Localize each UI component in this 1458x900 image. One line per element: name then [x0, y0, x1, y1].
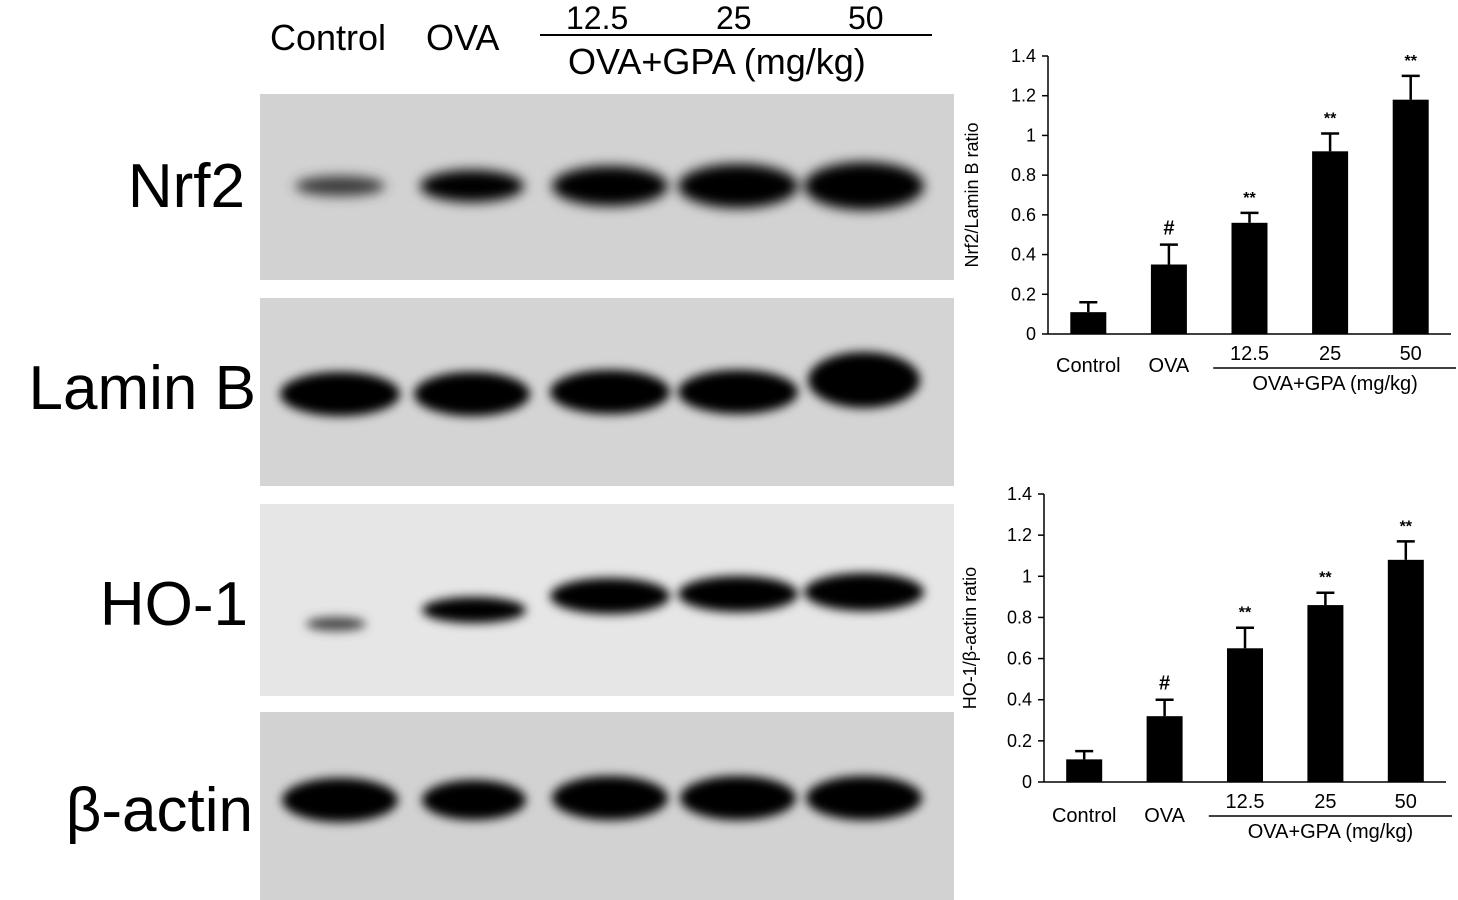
chart-0-significance-1: # [1163, 218, 1174, 240]
band-dose-1 [550, 370, 670, 414]
band-control [306, 617, 366, 631]
band-dose-2 [680, 776, 796, 820]
chart-0-x-tick-label-3: 25 [1319, 343, 1341, 365]
chart-0-significance-3: ** [1324, 110, 1337, 127]
chart-0-y-tick-label: 0.6 [1011, 205, 1036, 225]
chart-1-y-tick-label: 0.8 [1007, 607, 1032, 627]
chart-ho-1: 0 0.2 0.4 0.6 0.8 1 1.2 1.4 HO-1/β-actin ratio Co… [956, 480, 1456, 850]
chart-0-x-tick-label-0: Control [1056, 355, 1120, 377]
band-control [282, 778, 398, 822]
blot-label-lamin-b: Lamin B [28, 354, 256, 423]
band-dose-3 [806, 776, 922, 820]
chart-1-x-tick-label-4: 50 [1395, 791, 1417, 813]
band-control [295, 176, 385, 196]
chart-1-bar-4 [1387, 559, 1424, 782]
chart-1-bar-2 [1227, 648, 1263, 782]
chart-1-bar-3 [1307, 605, 1344, 782]
chart-0-bar-3 [1312, 151, 1349, 334]
blot-label-ho-1: HO-1 [99, 570, 248, 639]
dose-group-label: OVA+GPA (mg/kg) [568, 41, 866, 82]
chart-1-x-tick-label-1: OVA [1144, 805, 1185, 827]
band-ova [422, 780, 526, 820]
band-dose-2 [678, 576, 798, 612]
band-dose-1 [552, 166, 668, 206]
chart-1-significance-1: # [1159, 673, 1170, 695]
chart-1-y-tick-label: 1.4 [1007, 484, 1032, 504]
blot-label-nrf2: Nrf2 [127, 152, 245, 221]
chart-0-group-label: OVA+GPA (mg/kg) [1252, 373, 1417, 395]
chart-0-bar-2 [1231, 222, 1268, 334]
chart-1-y-tick-label: 0.6 [1007, 649, 1032, 669]
band-ova [414, 372, 530, 416]
chart-1-y-axis-label: HO-1/β-actin ratio [960, 567, 980, 709]
blot-label-beta-actin: β-actin [65, 776, 253, 845]
chart-0-y-tick-label: 1.2 [1011, 86, 1036, 106]
lane-label-control: Control [270, 17, 387, 58]
band-dose-3 [804, 573, 924, 611]
chart-1-bar-0 [1066, 759, 1103, 782]
chart-1-y-tick-label: 0 [1022, 772, 1032, 792]
chart-0-y-tick-label: 0.2 [1011, 284, 1036, 304]
chart-0-y-axis-label: Nrf2/Lamin B ratio [962, 122, 982, 267]
chart-0-bar-0 [1070, 312, 1107, 334]
chart-0-y-tick-label: 1 [1026, 125, 1036, 145]
blot-panel-nrf2 [260, 94, 954, 280]
dose-group-line [540, 34, 932, 36]
lane-label-ova: OVA [426, 17, 500, 58]
chart-0-y-tick-label: 0 [1026, 324, 1036, 344]
chart-1-significance-3: ** [1319, 570, 1332, 587]
chart-1-y-tick-label: 0.2 [1007, 731, 1032, 751]
chart-0-y-tick-label: 0.4 [1011, 245, 1036, 265]
chart-0-x-tick-label-2: 12.5 [1230, 343, 1269, 365]
chart-1-y-tick-label: 1.2 [1007, 525, 1032, 545]
band-ova [420, 170, 524, 202]
blot-panel-lamin-b [260, 298, 954, 486]
chart-1-bar-1 [1146, 716, 1183, 782]
chart-1-x-tick-label-0: Control [1052, 805, 1116, 827]
band-dose-2 [678, 370, 798, 414]
chart-nrf2-svg: 0 0.2 0.4 0.6 0.8 1 1.2 1.4 Nrf2/Lamin B ratio Co… [962, 46, 1457, 395]
chart-1-x-tick-label-3: 25 [1314, 791, 1336, 813]
chart-ho-1-svg: 0 0.2 0.4 0.6 0.8 1 1.2 1.4 HO-1/β-actin ratio Co… [960, 484, 1452, 843]
blot-panel-beta-actin [260, 712, 954, 900]
chart-0-x-tick-label-4: 50 [1400, 343, 1422, 365]
chart-0-significance-2: ** [1243, 190, 1256, 207]
chart-1-y-tick-label: 1 [1022, 566, 1032, 586]
band-dose-2 [678, 164, 798, 208]
chart-1-group-label: OVA+GPA (mg/kg) [1248, 821, 1413, 843]
chart-1-significance-2: ** [1239, 605, 1252, 622]
chart-0-significance-4: ** [1404, 53, 1417, 70]
chart-1-significance-4: ** [1400, 518, 1413, 535]
band-dose-1 [552, 776, 668, 820]
chart-0-x-tick-label-1: OVA [1149, 355, 1190, 377]
chart-nrf2: 0 0.2 0.4 0.6 0.8 1 1.2 1.4 Nrf2/Lamin B ratio Co… [956, 40, 1457, 400]
chart-0-bar-4 [1392, 99, 1429, 334]
lane-label-dose-1: 12.5 [566, 0, 629, 36]
chart-1-x-tick-label-2: 12.5 [1226, 791, 1265, 813]
chart-1-y-tick-label: 0.4 [1007, 690, 1032, 710]
chart-0-y-tick-label: 0.8 [1011, 165, 1036, 185]
band-control [280, 372, 400, 416]
band-dose-1 [550, 578, 670, 614]
blot-panel-ho-1 [260, 504, 954, 696]
band-ova [422, 597, 526, 623]
chart-0-bar-1 [1150, 264, 1187, 334]
lane-label-dose-2: 25 [716, 0, 752, 36]
band-dose-3 [808, 352, 920, 408]
lane-label-dose-3: 50 [848, 0, 884, 36]
chart-0-y-tick-label: 1.4 [1011, 46, 1036, 66]
band-dose-3 [804, 162, 924, 210]
